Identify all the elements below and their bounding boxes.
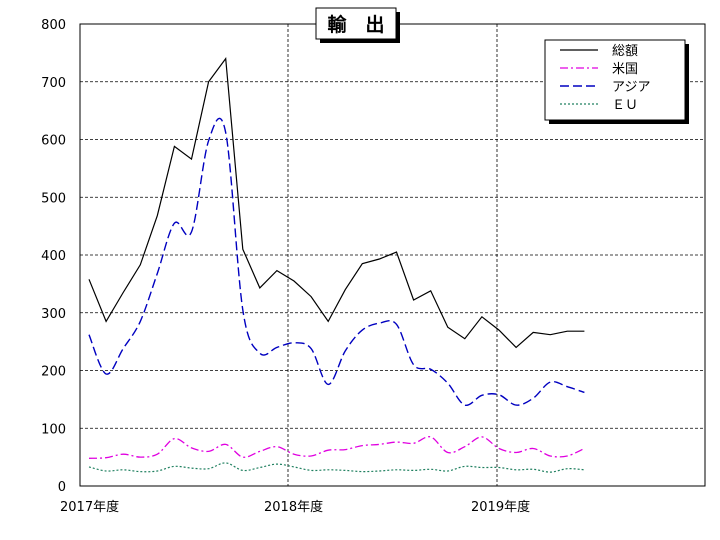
y-tick-label: 700 [41,76,66,91]
series-line [88,56,585,349]
series-line [88,462,585,473]
y-tick-label: 800 [41,18,66,33]
y-tick-label: 200 [41,365,66,380]
series-lines [88,56,585,473]
y-axis-ticks: 0 100 200 300 400 500 600 700 800 [41,18,66,495]
y-tick-label: 400 [41,249,66,264]
legend-label: 米国 [612,62,638,77]
chart-title: 輸 出 [327,13,384,36]
x-tick-label: 2018年度 [264,499,323,515]
legend-label: 総額 [612,44,638,59]
y-tick-label: 100 [41,422,66,437]
legend-label: アジア [612,80,650,95]
y-tick-label: 600 [41,134,66,149]
y-tick-label: 0 [58,480,66,495]
y-tick-label: 300 [41,307,66,322]
y-tick-label: 500 [41,191,66,206]
chart-title-box: 輸 出 [315,7,400,43]
x-tick-label: 2019年度 [471,499,530,515]
x-tick-label: 2017年度 [60,499,119,515]
series-line [88,117,585,407]
series-line [88,436,585,459]
x-axis-ticks: 2017年度 2018年度 2019年度 [60,499,530,515]
legend-label: ＥＵ [612,98,638,113]
